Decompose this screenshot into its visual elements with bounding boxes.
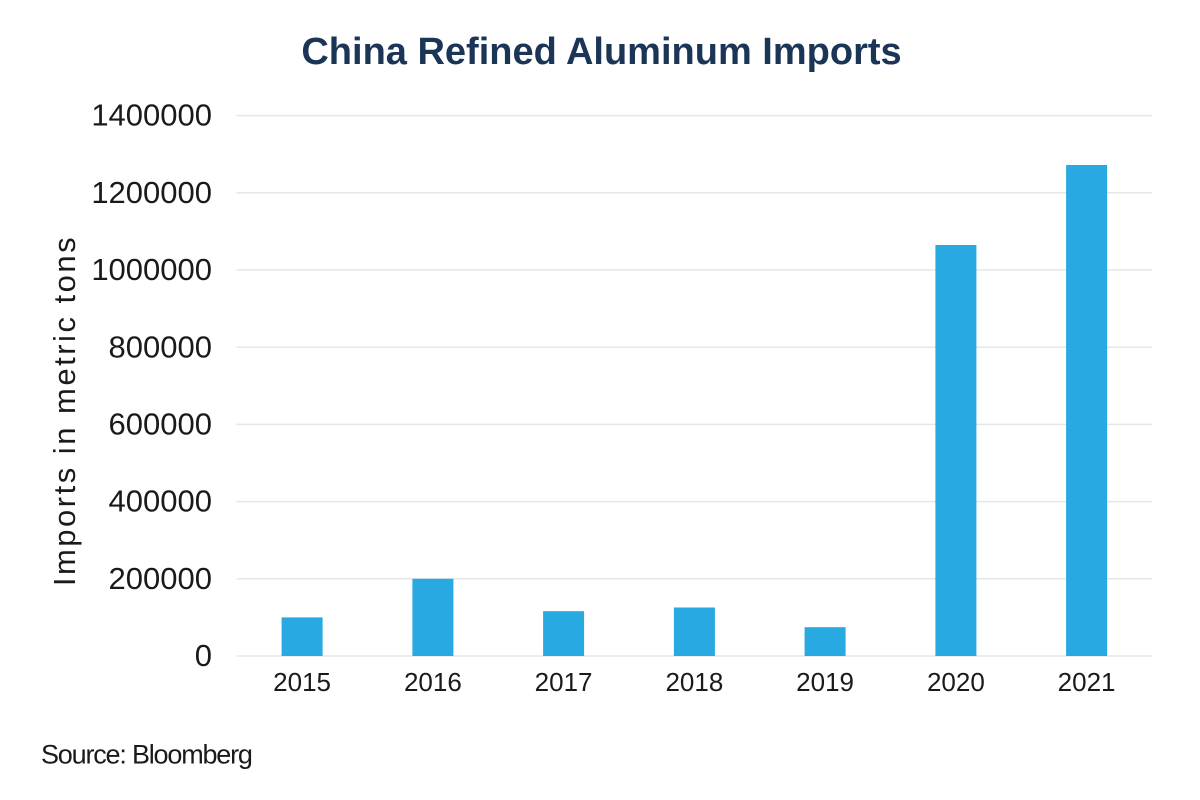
svg-text:800000: 800000 xyxy=(109,329,212,364)
svg-text:1000000: 1000000 xyxy=(91,252,212,287)
svg-text:600000: 600000 xyxy=(109,407,212,442)
svg-text:1200000: 1200000 xyxy=(91,175,212,210)
svg-text:Imports in metric tons: Imports in metric tons xyxy=(47,235,82,586)
svg-text:1400000: 1400000 xyxy=(91,98,212,133)
svg-text:2015: 2015 xyxy=(273,667,331,697)
svg-text:200000: 200000 xyxy=(109,561,212,596)
svg-text:2020: 2020 xyxy=(927,667,985,697)
svg-text:Source: Bloomberg: Source: Bloomberg xyxy=(41,740,252,770)
svg-text:2016: 2016 xyxy=(404,667,462,697)
svg-text:0: 0 xyxy=(195,638,212,673)
svg-text:2018: 2018 xyxy=(665,667,723,697)
svg-text:China Refined Aluminum Imports: China Refined Aluminum Imports xyxy=(301,31,901,73)
svg-text:2019: 2019 xyxy=(796,667,854,697)
svg-text:2017: 2017 xyxy=(535,667,593,697)
svg-text:2021: 2021 xyxy=(1058,667,1116,697)
svg-text:400000: 400000 xyxy=(109,484,212,519)
